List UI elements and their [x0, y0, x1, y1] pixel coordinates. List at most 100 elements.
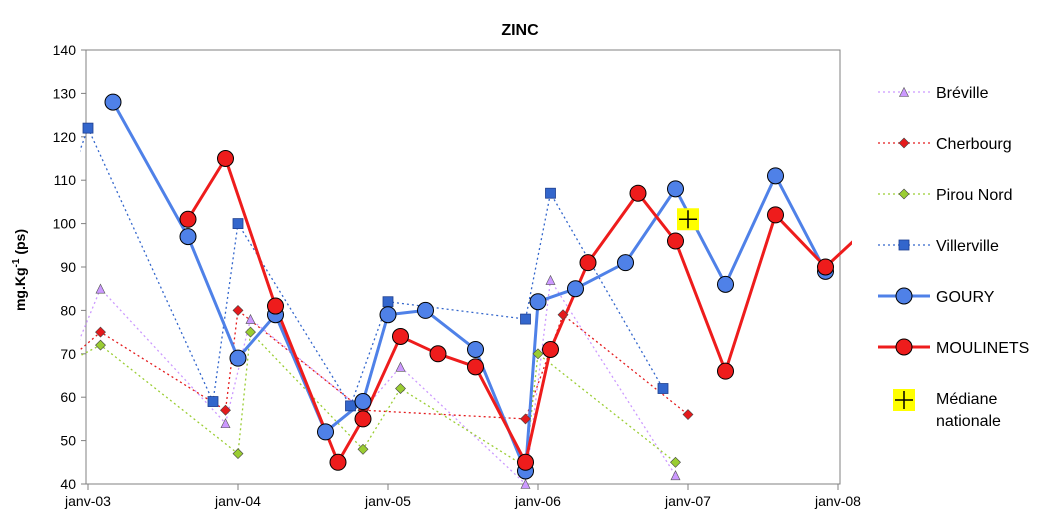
series-point-3 [207, 396, 219, 407]
series-point-3 [520, 313, 531, 325]
x-tick-label: janv-06 [514, 493, 561, 509]
x-axis: janv-03 janv-04 janv-05 janv-06 janv-07 janv-… [64, 484, 861, 509]
series-point-2 [245, 326, 256, 338]
y-tick-label: 130 [53, 85, 77, 101]
series-point-1 [232, 304, 244, 316]
series-point-5 [517, 453, 534, 471]
legend: Bréville Cherbourg Pirou Nord Villerville GO… [878, 85, 1029, 430]
y-axis-label-main: mg.Kg [12, 267, 28, 311]
legend-marker-4 [895, 287, 913, 305]
series-point-4 [354, 393, 372, 411]
series-point-5 [855, 224, 871, 240]
series-point-5 [667, 232, 684, 250]
series-point-5 [354, 410, 372, 428]
series-point-0 [545, 274, 556, 285]
series-line-1 [80, 309, 689, 420]
series-point-5 [542, 340, 559, 358]
median-point [677, 208, 699, 231]
series-point-4 [104, 93, 122, 111]
legend-label-1: Cherbourg [936, 136, 1012, 153]
series-point-2 [670, 456, 681, 468]
series-point-4 [467, 340, 484, 358]
x-tick-label: janv-07 [664, 493, 711, 509]
y-tick-label: 50 [60, 433, 76, 449]
series-point-1 [557, 309, 569, 321]
series-point-0 [395, 361, 406, 372]
x-tick-label: janv-04 [214, 493, 261, 509]
y-tick-label: 80 [60, 302, 76, 318]
series-point-2 [46, 366, 56, 376]
series-point-4 [179, 228, 197, 246]
series-point-0 [220, 418, 231, 429]
series-point-0 [95, 283, 106, 294]
series-point-4 [379, 306, 397, 324]
series-point-5 [329, 453, 347, 471]
series-point-4 [617, 254, 634, 272]
y-tick-label: 90 [60, 259, 76, 275]
series-point-3 [657, 383, 669, 394]
series-point-3 [382, 296, 394, 308]
series-point-0 [46, 406, 55, 415]
legend-label-0: Bréville [936, 85, 989, 102]
series-point-5 [817, 258, 834, 276]
series-point-1 [520, 413, 531, 425]
y-tick-label: 60 [60, 389, 76, 405]
chart-title: ZINC [501, 22, 539, 39]
series-point-4 [317, 423, 334, 441]
y-tick-label: 40 [60, 476, 76, 492]
series-markers [46, 93, 871, 489]
series-point-4 [717, 275, 734, 293]
series-point-5 [629, 184, 647, 202]
series-point-5 [717, 362, 734, 380]
series-point-2 [395, 383, 406, 394]
series-point-2 [232, 448, 244, 460]
series-point-1 [220, 404, 231, 416]
series-point-1 [682, 409, 694, 420]
legend-label-5: MOULINETS [936, 340, 1029, 357]
y-tick-label: 110 [54, 172, 77, 188]
series-point-4 [529, 293, 547, 311]
legend-marker-1 [898, 137, 910, 149]
svg-text:mg.Kg-1 (ps): mg.Kg-1 (ps) [11, 229, 28, 311]
y-tick-label: 120 [53, 129, 77, 145]
legend-marker-3 [898, 239, 910, 251]
y-tick-label: 140 [53, 42, 77, 58]
series-point-4 [229, 349, 247, 367]
series-point-5 [767, 206, 784, 224]
x-tick-label: janv-08 [814, 493, 861, 509]
series-point-4 [567, 280, 584, 298]
series-point-2 [532, 348, 544, 360]
series-point-0 [520, 478, 531, 489]
x-tick-label: janv-05 [364, 493, 411, 509]
series-point-1 [95, 326, 106, 338]
legend-marker-2 [898, 188, 910, 200]
legend-marker-0 [899, 86, 909, 97]
legend-label-median-line1: Médiane [936, 391, 997, 408]
legend-marker-5 [895, 338, 913, 356]
y-axis-label-sup: -1 [11, 258, 22, 267]
series-point-3 [545, 187, 556, 199]
series-point-4 [417, 301, 434, 319]
series-point-5 [392, 327, 409, 345]
series-point-5 [217, 150, 234, 167]
series-point-0 [245, 313, 256, 324]
legend-label-4: GOURY [936, 289, 995, 306]
y-axis-label-tail: (ps) [12, 229, 28, 259]
series-point-5 [429, 345, 447, 363]
series-point-4 [667, 180, 684, 198]
series-point-3 [82, 122, 94, 134]
series-point-4 [767, 167, 784, 185]
series-point-5 [467, 358, 484, 376]
plot-area [85, 49, 841, 485]
series-point-1 [46, 371, 56, 381]
series-point-0 [670, 470, 681, 481]
series-point-2 [357, 443, 369, 455]
y-tick-label: 70 [60, 346, 76, 362]
legend-label-median-line2: nationale [936, 413, 1001, 430]
series-point-5 [579, 254, 597, 272]
y-tick-label: 100 [53, 216, 77, 232]
series-point-5 [179, 210, 197, 228]
y-axis: 40 50 60 70 80 90 100 110 120 130 140 [53, 42, 86, 492]
x-tick-label: janv-03 [64, 493, 111, 509]
